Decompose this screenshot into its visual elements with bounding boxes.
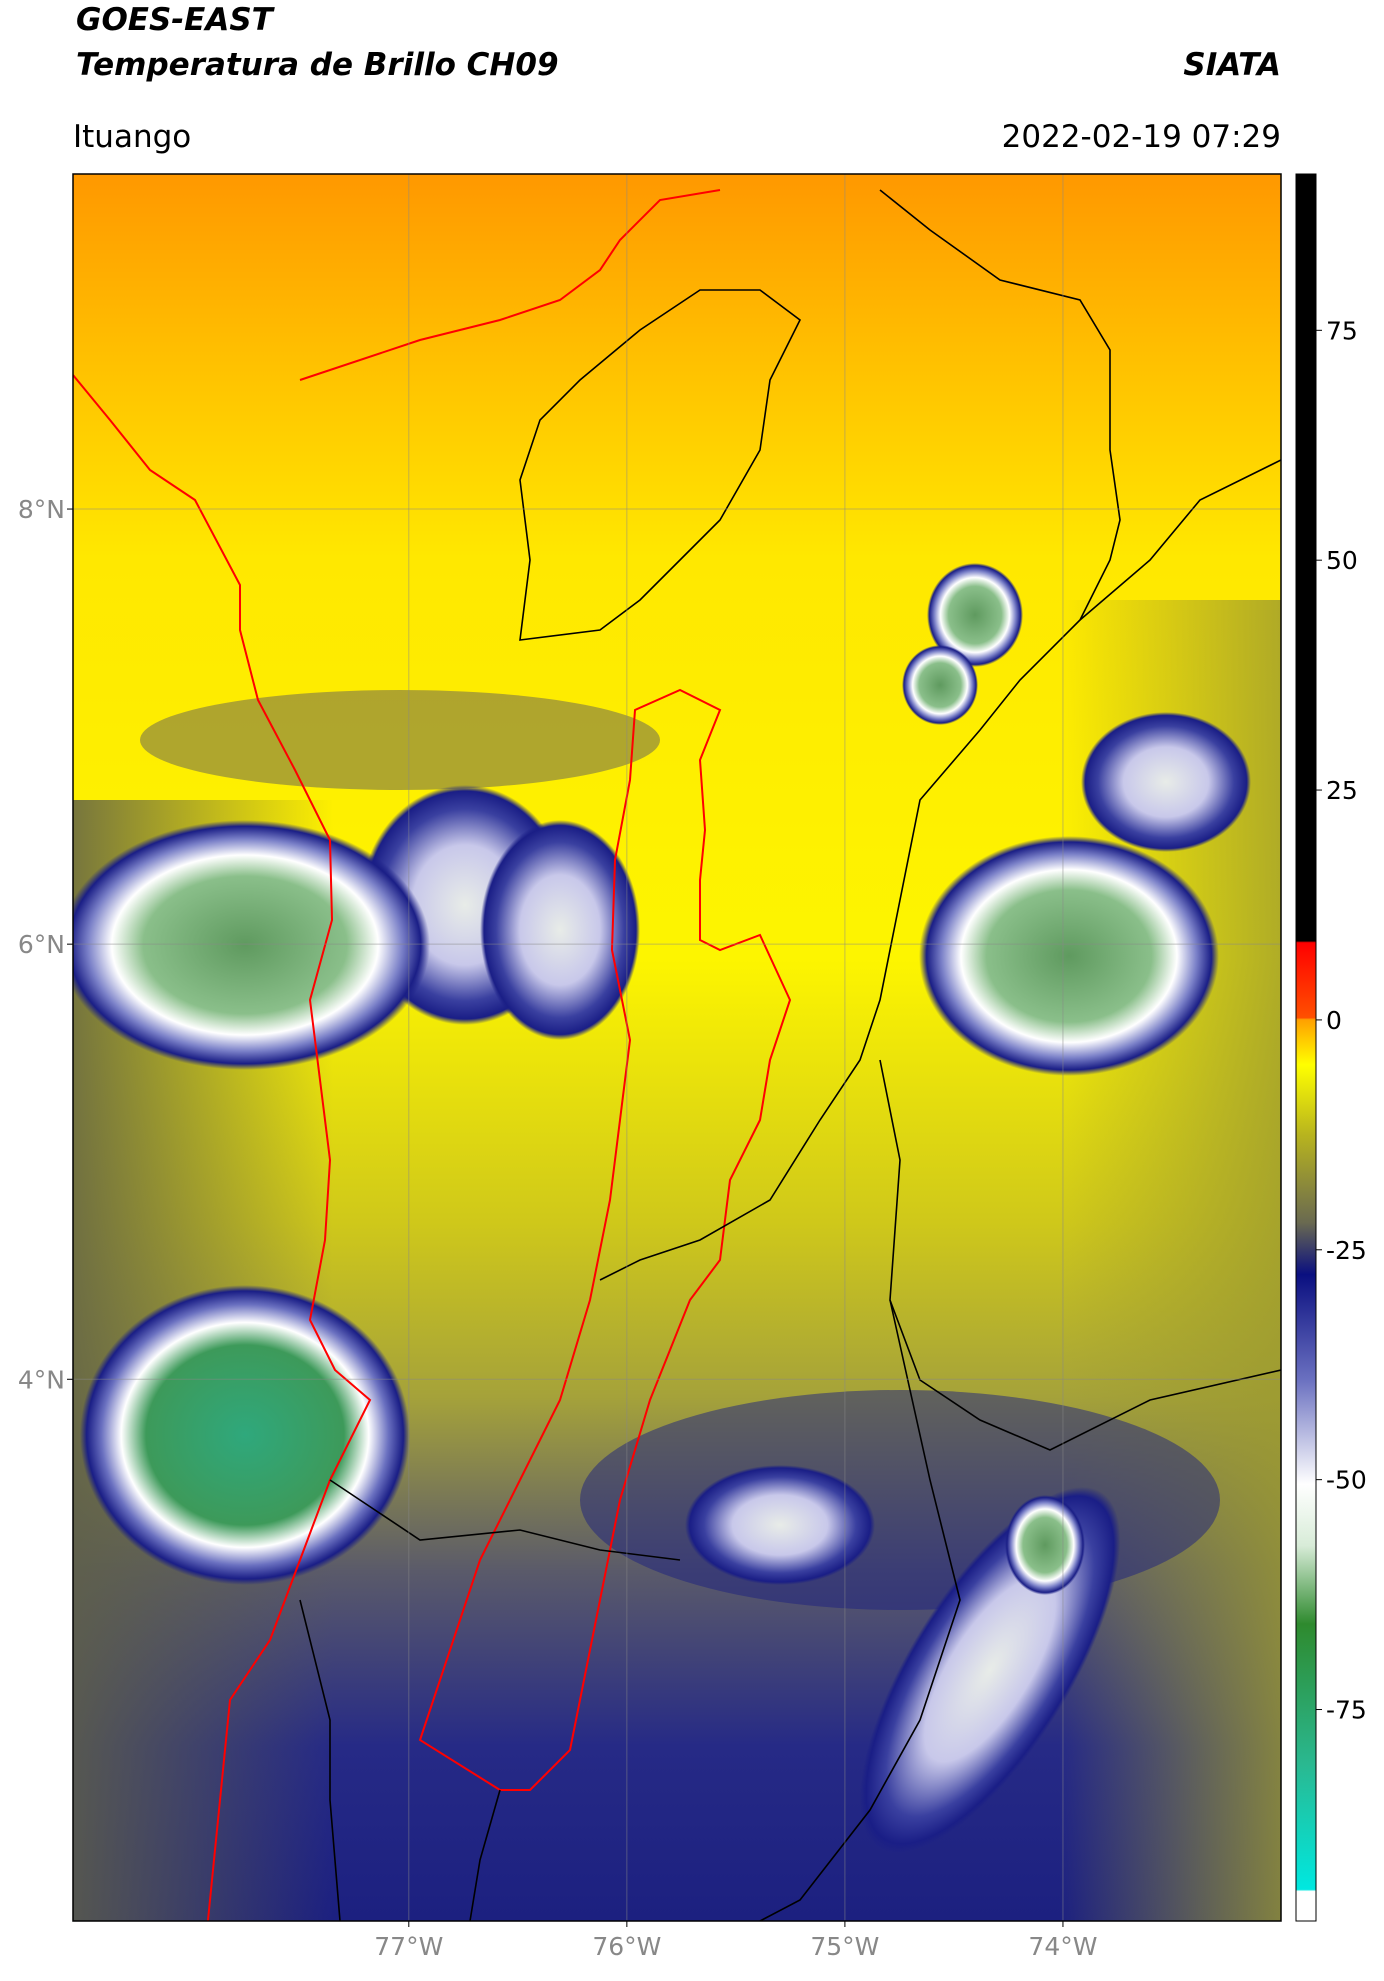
subtitle: Temperatura de Brillo CH09 xyxy=(76,47,559,83)
colorbar-tick-label: 50 xyxy=(1326,546,1358,575)
datetime: 2022-02-19 07:29 xyxy=(1002,119,1281,155)
y-tick-label: 6°N xyxy=(18,930,65,959)
x-tick-label: 76°W xyxy=(592,1932,661,1961)
colorbar-tick-label: 25 xyxy=(1326,776,1358,805)
grid xyxy=(73,174,1281,1921)
y-tick-label: 4°N xyxy=(18,1365,65,1394)
colorbar-tick-label: -50 xyxy=(1326,1466,1367,1495)
x-tick-label: 77°W xyxy=(374,1932,443,1961)
colorbar xyxy=(1295,173,1317,1922)
title: GOES-EAST xyxy=(76,2,276,38)
colorbar-tick-label: 75 xyxy=(1326,316,1358,345)
x-tick-label: 74°W xyxy=(1028,1932,1097,1961)
map-frame xyxy=(72,173,1282,1922)
satellite-image xyxy=(73,174,1281,1921)
colorbar-tick-label: 0 xyxy=(1326,1006,1342,1035)
region: Ituango xyxy=(73,119,191,155)
y-tick-label: 8°N xyxy=(18,495,65,524)
colorbar-tick-label: -25 xyxy=(1326,1236,1367,1265)
x-tick-label: 75°W xyxy=(810,1932,879,1961)
colorbar-tick-label: -75 xyxy=(1326,1696,1367,1725)
source: SIATA xyxy=(1183,47,1281,83)
